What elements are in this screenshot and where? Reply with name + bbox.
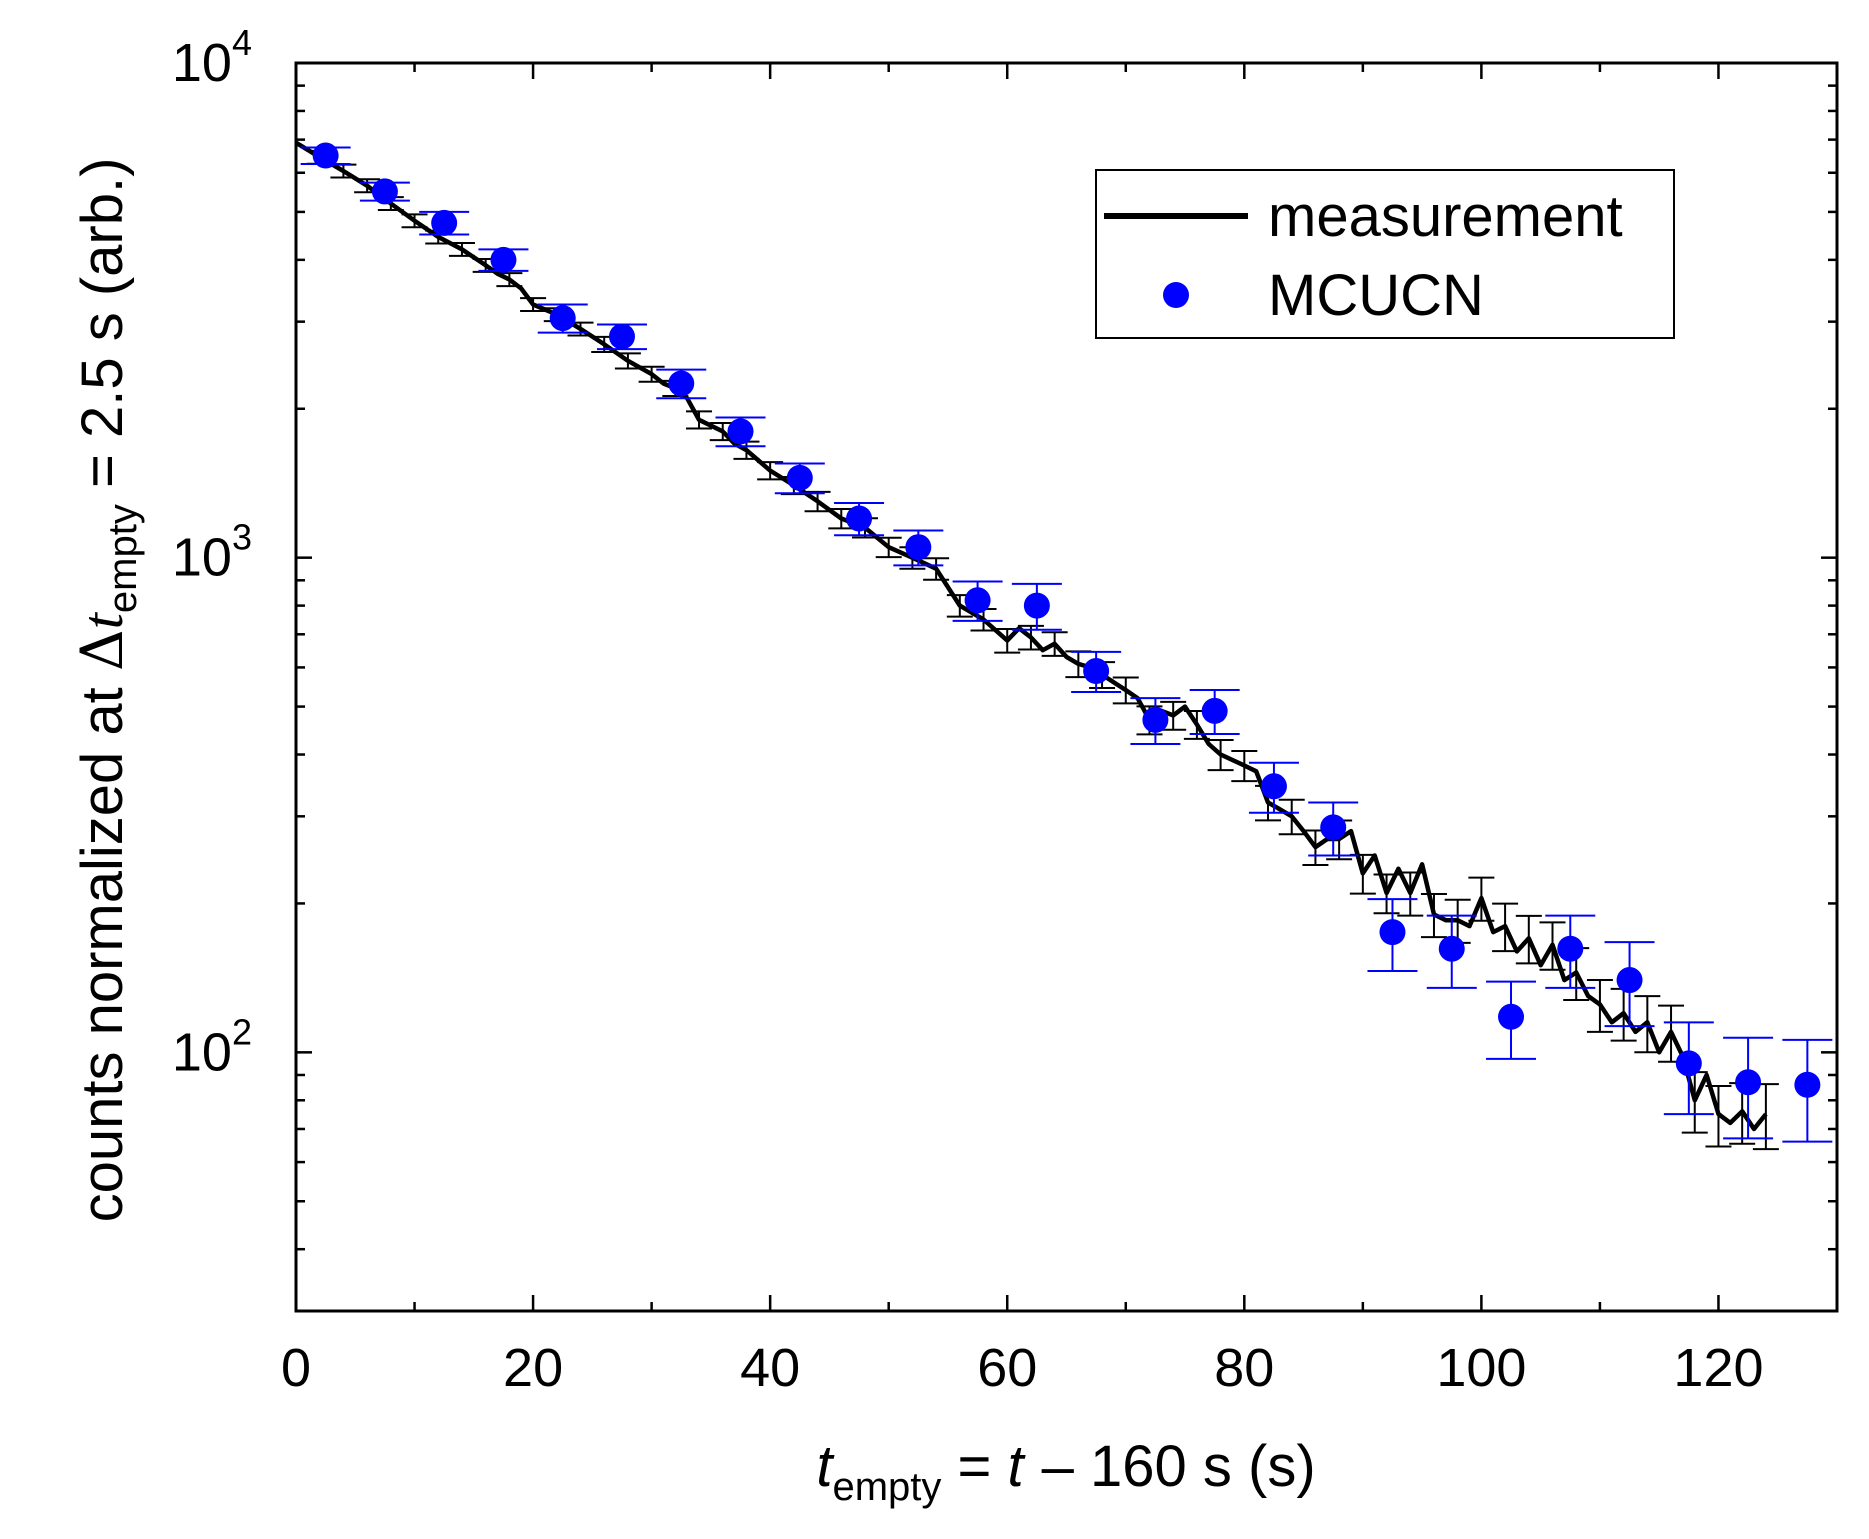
mcucn-point bbox=[786, 464, 813, 491]
mcucn-point bbox=[371, 178, 398, 205]
x-tick-label: 80 bbox=[1214, 1338, 1274, 1398]
x-label-t: t bbox=[816, 1434, 835, 1499]
measurement-series bbox=[294, 140, 1768, 1132]
mcucn-series bbox=[312, 142, 1821, 1098]
mcucn-point bbox=[1201, 697, 1228, 724]
legend-measurement-label: measurement bbox=[1268, 184, 1623, 249]
y-label-delta: Δ bbox=[68, 629, 136, 671]
mcucn-point bbox=[1379, 919, 1406, 946]
y-label-post: = 2.5 s (arb.) bbox=[70, 158, 135, 505]
mcucn-point bbox=[1142, 706, 1169, 733]
mcucn-point bbox=[1735, 1069, 1762, 1096]
x-label-minus: – bbox=[1042, 1434, 1075, 1499]
mcucn-point bbox=[1498, 1003, 1525, 1030]
x-label-t2: t bbox=[1008, 1434, 1027, 1499]
mcucn-point bbox=[1260, 773, 1287, 800]
x-tick-label: 0 bbox=[281, 1338, 311, 1398]
x-tick-label: 60 bbox=[977, 1338, 1037, 1398]
y-label-pre: counts normalized at bbox=[70, 671, 135, 1222]
legend-mcucn-label: MCUCN bbox=[1268, 263, 1484, 328]
mcucn-point bbox=[1616, 967, 1643, 994]
mcucn-point bbox=[1557, 935, 1584, 962]
x-tick-label: 120 bbox=[1673, 1338, 1763, 1398]
mcucn-point bbox=[1794, 1071, 1821, 1098]
mcucn-point bbox=[727, 418, 754, 445]
mcucn-point bbox=[1320, 814, 1347, 841]
y-label-sub: empty bbox=[101, 504, 145, 613]
legend-box bbox=[1095, 169, 1675, 339]
mcucn-point bbox=[1675, 1050, 1702, 1077]
mcucn-point bbox=[1023, 592, 1050, 619]
mcucn-point bbox=[668, 370, 695, 397]
y-tick-label: 103 bbox=[172, 517, 252, 588]
mcucn-point bbox=[964, 587, 991, 614]
y-label-t: t bbox=[70, 611, 135, 629]
y-axis-label: counts normalized at Δtempty = 2.5 s (ar… bbox=[68, 158, 145, 1223]
mcucn-point bbox=[490, 246, 517, 273]
mcucn-point bbox=[846, 505, 873, 532]
legend: measurement MCUCN bbox=[1095, 169, 1675, 339]
mcucn-point bbox=[1438, 935, 1465, 962]
x-tick-label: 40 bbox=[740, 1338, 800, 1398]
mcucn-point bbox=[549, 305, 576, 332]
y-tick-labels: 102 103 104 bbox=[172, 22, 252, 1082]
y-tick-label: 104 bbox=[172, 22, 252, 93]
plot-frame bbox=[294, 61, 1839, 1313]
x-label-eq: = bbox=[941, 1434, 1007, 1499]
x-label-tail: 160 s (s) bbox=[1074, 1434, 1316, 1499]
x-label-sub: empty bbox=[832, 1465, 941, 1509]
legend-mcucn-marker bbox=[1163, 282, 1189, 308]
measurement-line bbox=[294, 140, 1768, 1132]
x-tick-label: 20 bbox=[503, 1338, 563, 1398]
mcucn-point bbox=[608, 323, 635, 350]
x-axis-label: tempty = t – 160 s (s) bbox=[816, 1434, 1315, 1509]
mcucn-point bbox=[905, 534, 932, 561]
mcucn-point bbox=[312, 142, 339, 169]
y-tick-label: 102 bbox=[172, 1011, 252, 1082]
x-tick-label: 100 bbox=[1436, 1338, 1526, 1398]
x-tick-labels: 0 20 40 60 80 100 120 bbox=[281, 1338, 1764, 1398]
mcucn-point bbox=[431, 209, 458, 236]
mcucn-point bbox=[1083, 658, 1110, 685]
